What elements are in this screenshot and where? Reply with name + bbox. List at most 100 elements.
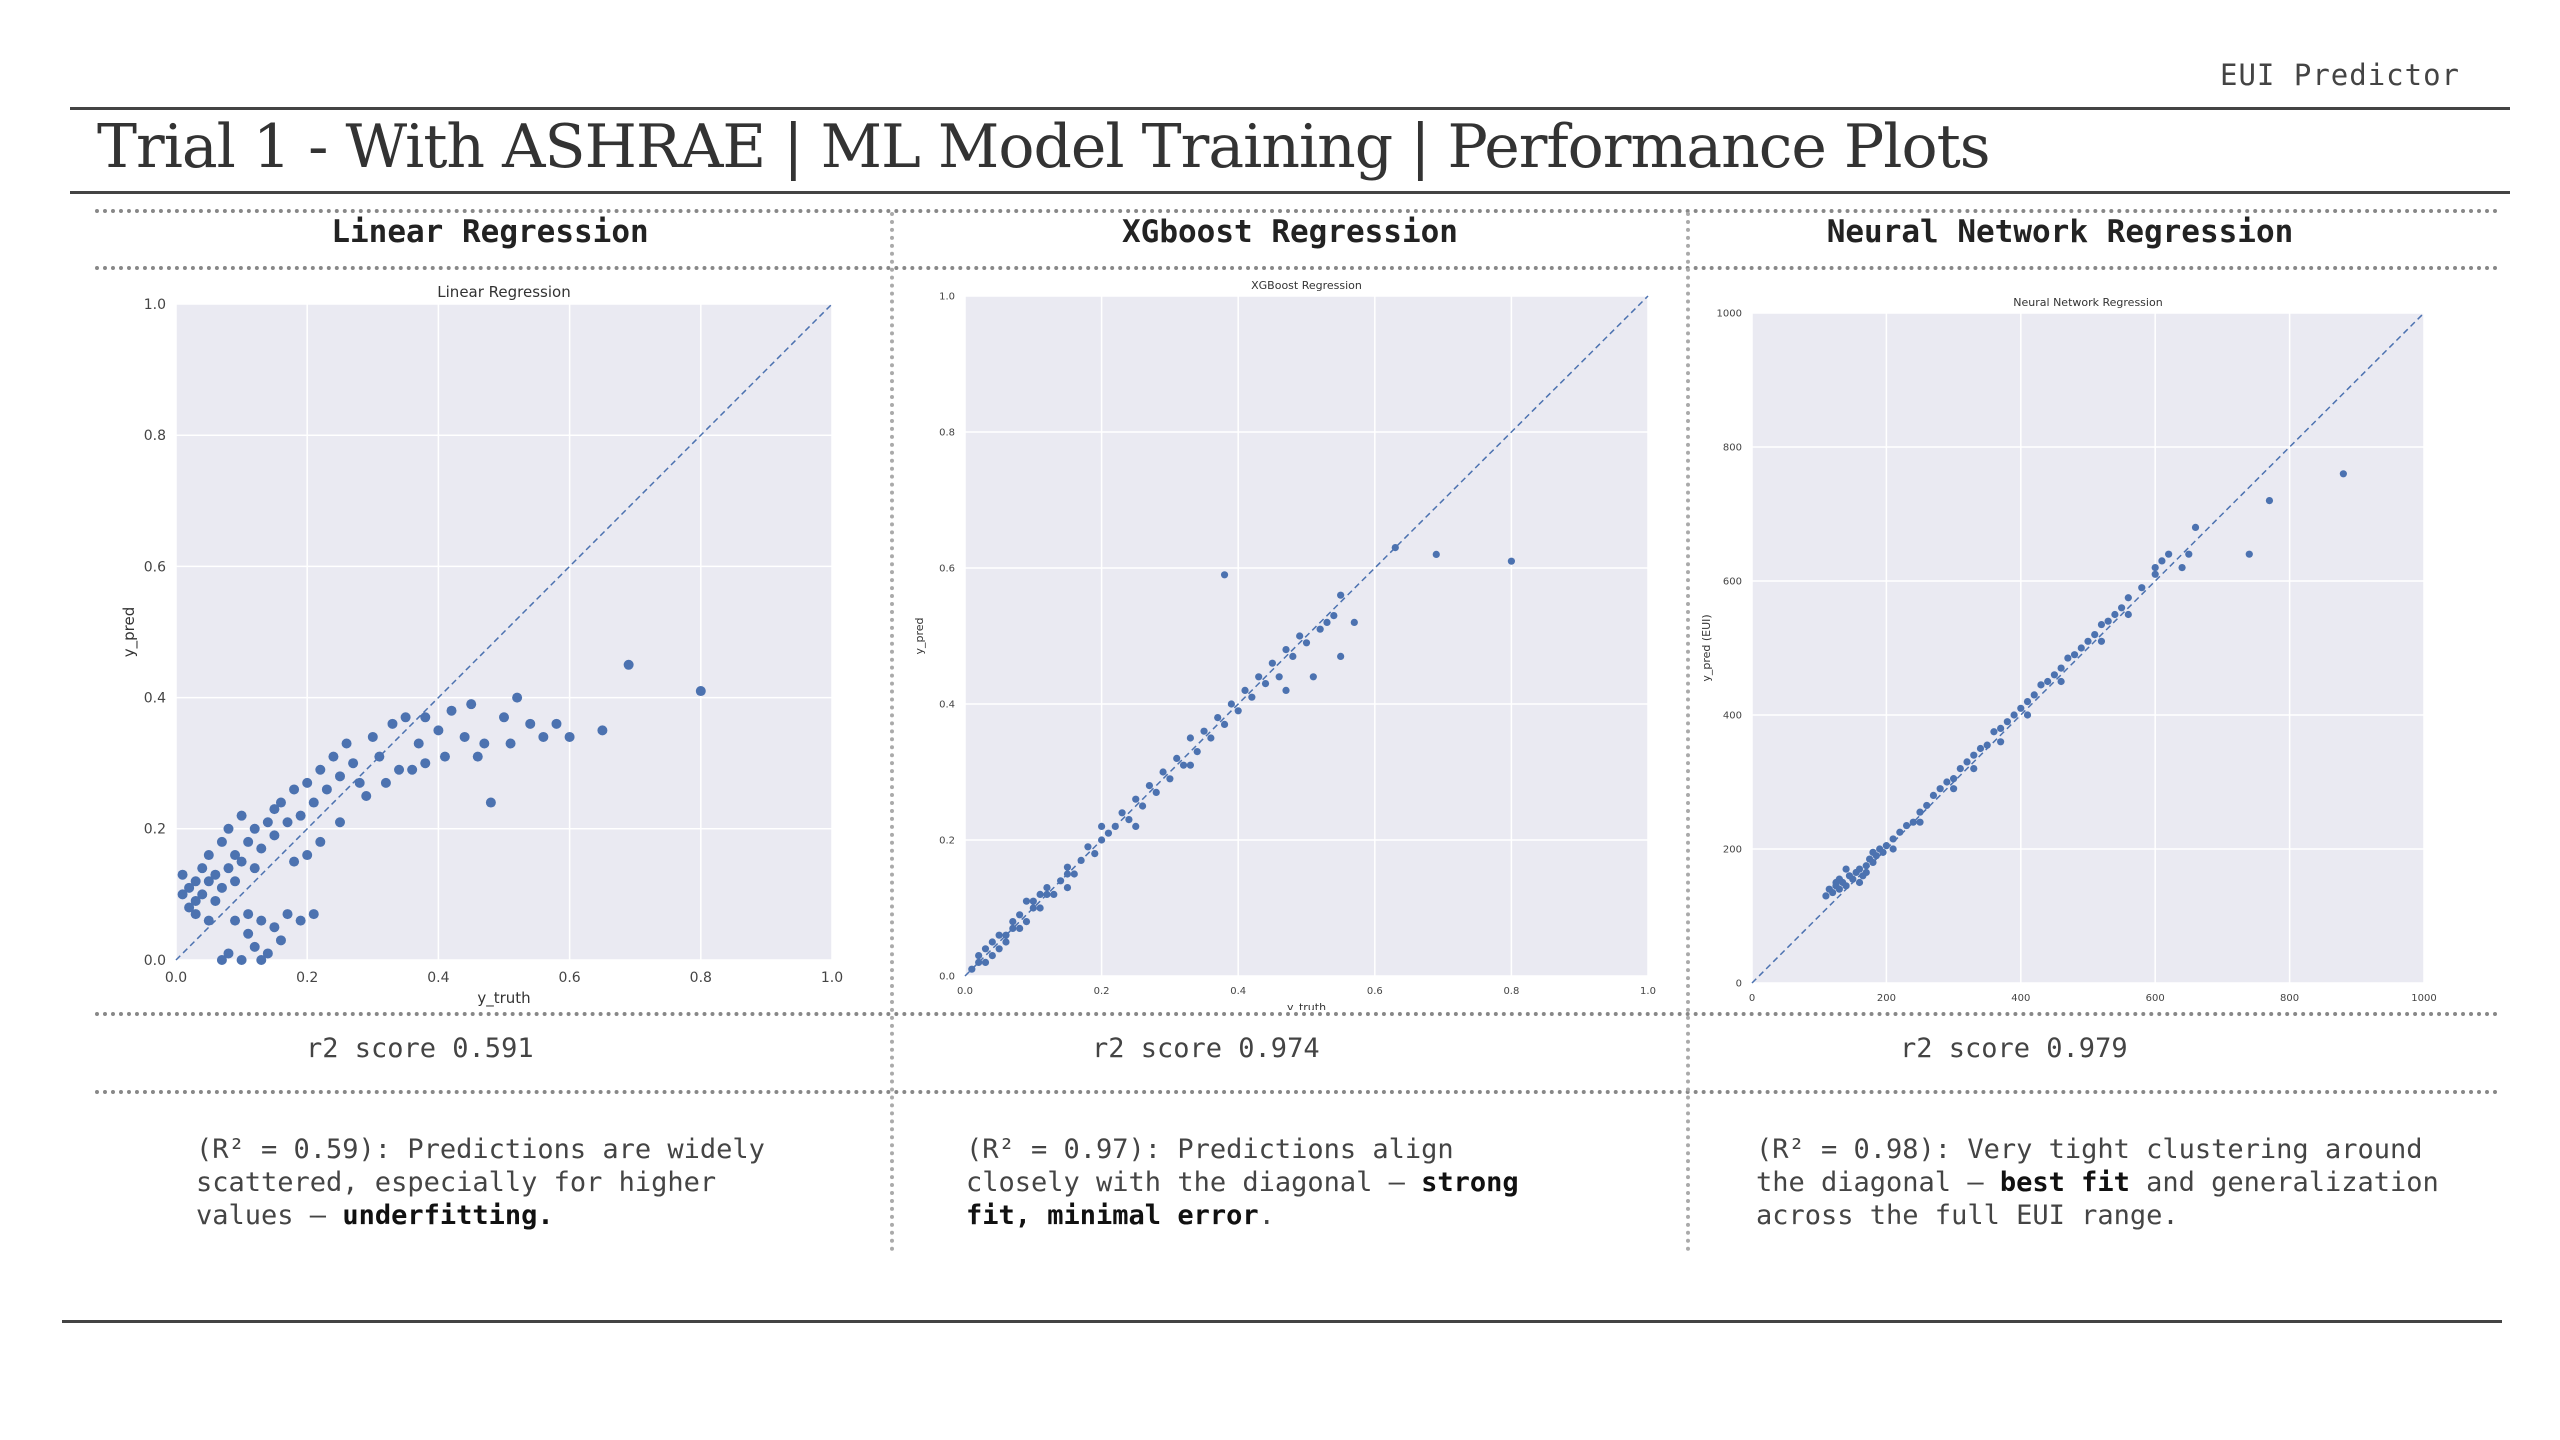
data-point bbox=[1889, 835, 1897, 843]
data-point bbox=[1302, 639, 1311, 647]
description-linear: (R² = 0.59): Predictions are widely scat… bbox=[196, 1134, 765, 1231]
data-point bbox=[203, 850, 214, 861]
data-point bbox=[2185, 550, 2193, 558]
data-point bbox=[190, 876, 201, 887]
description-neural-network: (R² = 0.98): Very tight clustering aroun… bbox=[1756, 1134, 2439, 1231]
data-point bbox=[335, 817, 345, 828]
column-divider-1 bbox=[890, 212, 894, 1252]
data-point bbox=[433, 725, 444, 736]
data-point bbox=[1050, 890, 1058, 899]
x-tick-label: 1000 bbox=[2411, 993, 2436, 1004]
data-point bbox=[472, 751, 483, 762]
data-point bbox=[564, 731, 575, 742]
data-point bbox=[236, 856, 247, 867]
data-point bbox=[1179, 761, 1188, 769]
data-point bbox=[1186, 734, 1194, 742]
data-point bbox=[1022, 918, 1031, 926]
data-point bbox=[256, 843, 267, 854]
x-axis-label: y_truth bbox=[1287, 1001, 1326, 1010]
data-point bbox=[367, 731, 378, 742]
data-point bbox=[1152, 788, 1160, 797]
y-tick-label: 0.2 bbox=[144, 822, 166, 838]
data-point bbox=[1983, 741, 1991, 749]
plot-title: Neural Network Regression bbox=[2013, 296, 2162, 309]
data-point bbox=[995, 931, 1003, 939]
data-point bbox=[223, 948, 234, 959]
data-point bbox=[1220, 720, 1229, 728]
data-point bbox=[1889, 845, 1897, 853]
data-point bbox=[499, 712, 509, 723]
data-point bbox=[1916, 818, 1924, 826]
data-point bbox=[2178, 564, 2186, 572]
data-point bbox=[184, 882, 195, 893]
data-point bbox=[1098, 822, 1106, 831]
data-point bbox=[1289, 652, 1297, 660]
data-point bbox=[2017, 704, 2025, 712]
y-axis-label: y_pred (EUI) bbox=[1700, 614, 1713, 681]
x-tick-label: 0.0 bbox=[165, 970, 187, 986]
data-point bbox=[1829, 888, 1837, 897]
data-point bbox=[243, 836, 254, 847]
column-heading-neural-network: Neural Network Regression bbox=[1826, 214, 2294, 250]
data-point bbox=[1855, 878, 1864, 887]
data-point bbox=[269, 804, 280, 815]
data-point bbox=[1855, 865, 1864, 873]
data-point bbox=[1309, 673, 1317, 681]
data-point bbox=[289, 784, 300, 795]
header-bottom-dots bbox=[95, 266, 2500, 270]
y-tick-label: 200 bbox=[1723, 845, 1742, 856]
data-point bbox=[315, 836, 326, 847]
data-point bbox=[1234, 707, 1242, 715]
data-point bbox=[1282, 646, 1290, 654]
data-point bbox=[1098, 836, 1106, 844]
data-point bbox=[2037, 681, 2045, 689]
data-point bbox=[1159, 768, 1167, 776]
identity-diagonal-line bbox=[175, 303, 833, 961]
data-point bbox=[1997, 724, 2005, 732]
y-tick-label: 1.0 bbox=[144, 297, 166, 313]
data-point bbox=[479, 738, 490, 749]
data-point bbox=[1990, 728, 1998, 736]
data-point bbox=[348, 758, 359, 769]
data-point bbox=[1057, 877, 1065, 885]
data-point bbox=[981, 945, 990, 953]
data-point bbox=[2064, 654, 2072, 662]
data-point bbox=[1002, 931, 1010, 939]
data-point bbox=[223, 823, 234, 834]
y-tick-label: 800 bbox=[1723, 443, 1742, 454]
data-point bbox=[1832, 878, 1840, 887]
r2-bottom-dots bbox=[95, 1090, 2500, 1094]
data-point bbox=[295, 915, 306, 926]
data-point bbox=[1923, 801, 1931, 810]
data-point bbox=[1909, 818, 1917, 826]
data-point bbox=[485, 797, 496, 808]
data-point bbox=[216, 955, 227, 965]
data-point bbox=[2097, 620, 2106, 629]
y-tick-label: 0.6 bbox=[144, 559, 166, 575]
data-point bbox=[975, 958, 983, 967]
x-tick-label: 1.0 bbox=[1640, 986, 1656, 997]
data-point bbox=[400, 712, 411, 723]
data-point bbox=[1214, 714, 1222, 722]
data-point bbox=[1043, 890, 1051, 899]
data-point bbox=[249, 863, 260, 874]
data-point bbox=[1950, 775, 1958, 783]
data-point bbox=[197, 889, 208, 900]
title-rule bbox=[70, 191, 2510, 194]
data-point bbox=[2151, 564, 2159, 572]
data-point bbox=[2023, 698, 2032, 706]
data-point bbox=[2118, 604, 2126, 612]
data-point bbox=[295, 810, 306, 821]
data-point bbox=[968, 965, 976, 973]
y-tick-label: 0.8 bbox=[939, 428, 955, 439]
data-point bbox=[1970, 751, 1978, 759]
data-point bbox=[230, 850, 241, 861]
data-point bbox=[275, 935, 286, 946]
data-point bbox=[256, 955, 267, 965]
x-tick-label: 0.8 bbox=[1503, 986, 1519, 997]
data-point bbox=[1936, 785, 1944, 793]
x-tick-label: 0.2 bbox=[296, 970, 318, 986]
data-point bbox=[1956, 765, 1964, 773]
y-axis-label: y_pred bbox=[913, 617, 926, 654]
data-point bbox=[2003, 718, 2011, 726]
